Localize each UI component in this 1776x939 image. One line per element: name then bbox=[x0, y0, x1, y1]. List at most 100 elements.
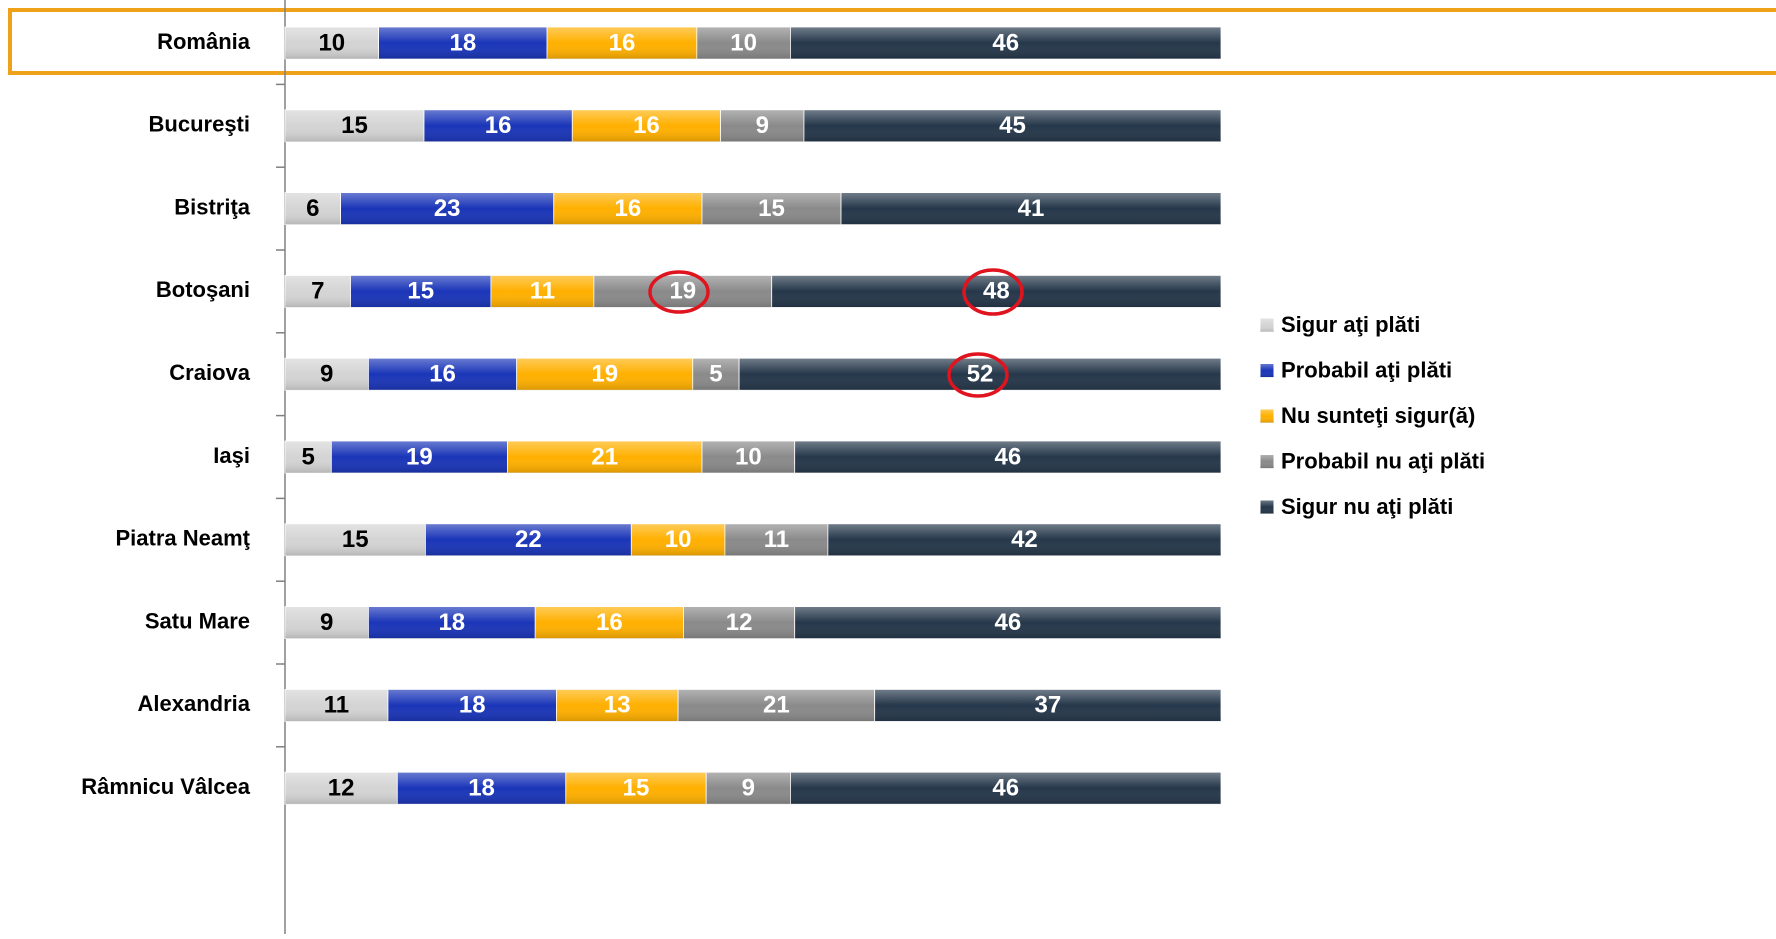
value-label: 19 bbox=[406, 443, 433, 470]
bar-shine bbox=[790, 27, 1221, 59]
annotation-circle bbox=[648, 270, 710, 314]
bar-shine bbox=[424, 109, 573, 142]
value-label: 46 bbox=[992, 29, 1019, 56]
bar-shine bbox=[827, 523, 1221, 556]
bar-shine bbox=[285, 109, 425, 142]
category-label: Bistriţa bbox=[174, 194, 251, 219]
value-label: 42 bbox=[1011, 526, 1038, 553]
value-label: 9 bbox=[742, 775, 755, 802]
value-label: 16 bbox=[429, 361, 456, 388]
bar-shine bbox=[368, 606, 536, 639]
bar-shine bbox=[771, 275, 1221, 308]
value-label: 37 bbox=[1034, 692, 1061, 719]
legend-label: Nu sunteţi sigur(ă) bbox=[1281, 403, 1475, 428]
bar-shine bbox=[535, 606, 684, 639]
bar-shine bbox=[724, 523, 828, 556]
value-label: 15 bbox=[407, 278, 434, 305]
bar-shine bbox=[340, 192, 554, 225]
value-label: 11 bbox=[530, 278, 555, 305]
annotation-circle bbox=[947, 352, 1009, 398]
value-label: 11 bbox=[324, 692, 349, 719]
value-label: 13 bbox=[604, 692, 631, 719]
bar-shine bbox=[285, 192, 341, 225]
value-label: 48 bbox=[983, 278, 1010, 305]
bar-shine bbox=[565, 772, 707, 805]
bar-shine bbox=[285, 772, 398, 805]
bar-shine bbox=[331, 441, 508, 473]
bar-shine bbox=[368, 358, 517, 391]
category-label: Alexandria bbox=[138, 691, 251, 716]
value-label: 18 bbox=[449, 29, 476, 56]
bar-shine bbox=[516, 358, 693, 391]
bar-shine bbox=[350, 275, 491, 308]
value-label: 10 bbox=[735, 443, 762, 470]
bar-shine bbox=[794, 606, 1221, 639]
value-label: 15 bbox=[341, 112, 368, 139]
value-label: 15 bbox=[342, 526, 369, 553]
legend-label: Probabil aţi plăti bbox=[1281, 357, 1452, 382]
value-label: 15 bbox=[758, 195, 785, 222]
bar-shine bbox=[378, 27, 548, 59]
bar-shine bbox=[702, 192, 842, 225]
value-label: 21 bbox=[591, 443, 618, 470]
legend-shine bbox=[1260, 500, 1274, 514]
value-label: 5 bbox=[301, 443, 314, 470]
bar-shine bbox=[720, 109, 804, 142]
legend-label: Sigur aţi plăti bbox=[1281, 312, 1420, 337]
bar-shine bbox=[739, 358, 1221, 391]
annotation-circle bbox=[962, 268, 1024, 316]
value-label: 10 bbox=[730, 29, 757, 56]
value-label: 7 bbox=[311, 278, 324, 305]
value-label: 18 bbox=[468, 775, 495, 802]
value-label: 41 bbox=[1018, 195, 1045, 222]
value-label: 46 bbox=[994, 609, 1021, 636]
legend-shine bbox=[1260, 318, 1274, 332]
bar-shine bbox=[572, 109, 721, 142]
value-label: 12 bbox=[328, 775, 355, 802]
bar-shine bbox=[397, 772, 566, 805]
value-label: 9 bbox=[756, 112, 769, 139]
bar-shine bbox=[285, 606, 369, 639]
category-label: Craiova bbox=[169, 360, 250, 385]
legend-label: Probabil nu aţi plăti bbox=[1281, 448, 1485, 473]
value-label: 16 bbox=[609, 29, 636, 56]
bar-shine bbox=[490, 275, 594, 308]
bar-shine bbox=[425, 523, 632, 556]
bar-shine bbox=[794, 441, 1221, 473]
bar-shine bbox=[631, 523, 725, 556]
value-label: 52 bbox=[967, 361, 994, 388]
bar-shine bbox=[874, 689, 1221, 722]
value-label: 6 bbox=[306, 195, 319, 222]
category-label: Iaşi bbox=[213, 443, 250, 468]
bar-shine bbox=[387, 689, 557, 722]
bar-shine bbox=[790, 772, 1221, 805]
bar-shine bbox=[593, 275, 772, 308]
bar-shine bbox=[553, 192, 703, 225]
bar-shine bbox=[841, 192, 1221, 225]
bar-shine bbox=[706, 772, 791, 805]
bar-shine bbox=[678, 689, 875, 722]
bar-shine bbox=[285, 441, 332, 473]
bar-shine bbox=[702, 441, 795, 473]
highlight-box bbox=[8, 8, 1776, 75]
bar-shine bbox=[285, 523, 426, 556]
category-label: Râmnicu Vâlcea bbox=[81, 774, 251, 799]
bar-shine bbox=[507, 441, 703, 473]
category-label: Botoşani bbox=[156, 277, 250, 302]
legend-shine bbox=[1260, 409, 1274, 423]
bar-shine bbox=[556, 689, 679, 722]
value-label: 21 bbox=[763, 692, 790, 719]
legend-shine bbox=[1260, 363, 1274, 378]
value-label: 16 bbox=[633, 112, 660, 139]
bar-shine bbox=[692, 358, 740, 391]
value-label: 18 bbox=[438, 609, 465, 636]
value-label: 16 bbox=[485, 112, 512, 139]
bar-shine bbox=[803, 109, 1221, 142]
legend-label: Sigur nu aţi plăti bbox=[1281, 494, 1453, 519]
value-label: 5 bbox=[709, 361, 722, 388]
bar-shine bbox=[285, 27, 379, 59]
value-label: 16 bbox=[596, 609, 623, 636]
bar-shine bbox=[285, 689, 388, 722]
bar-shine bbox=[547, 27, 697, 59]
